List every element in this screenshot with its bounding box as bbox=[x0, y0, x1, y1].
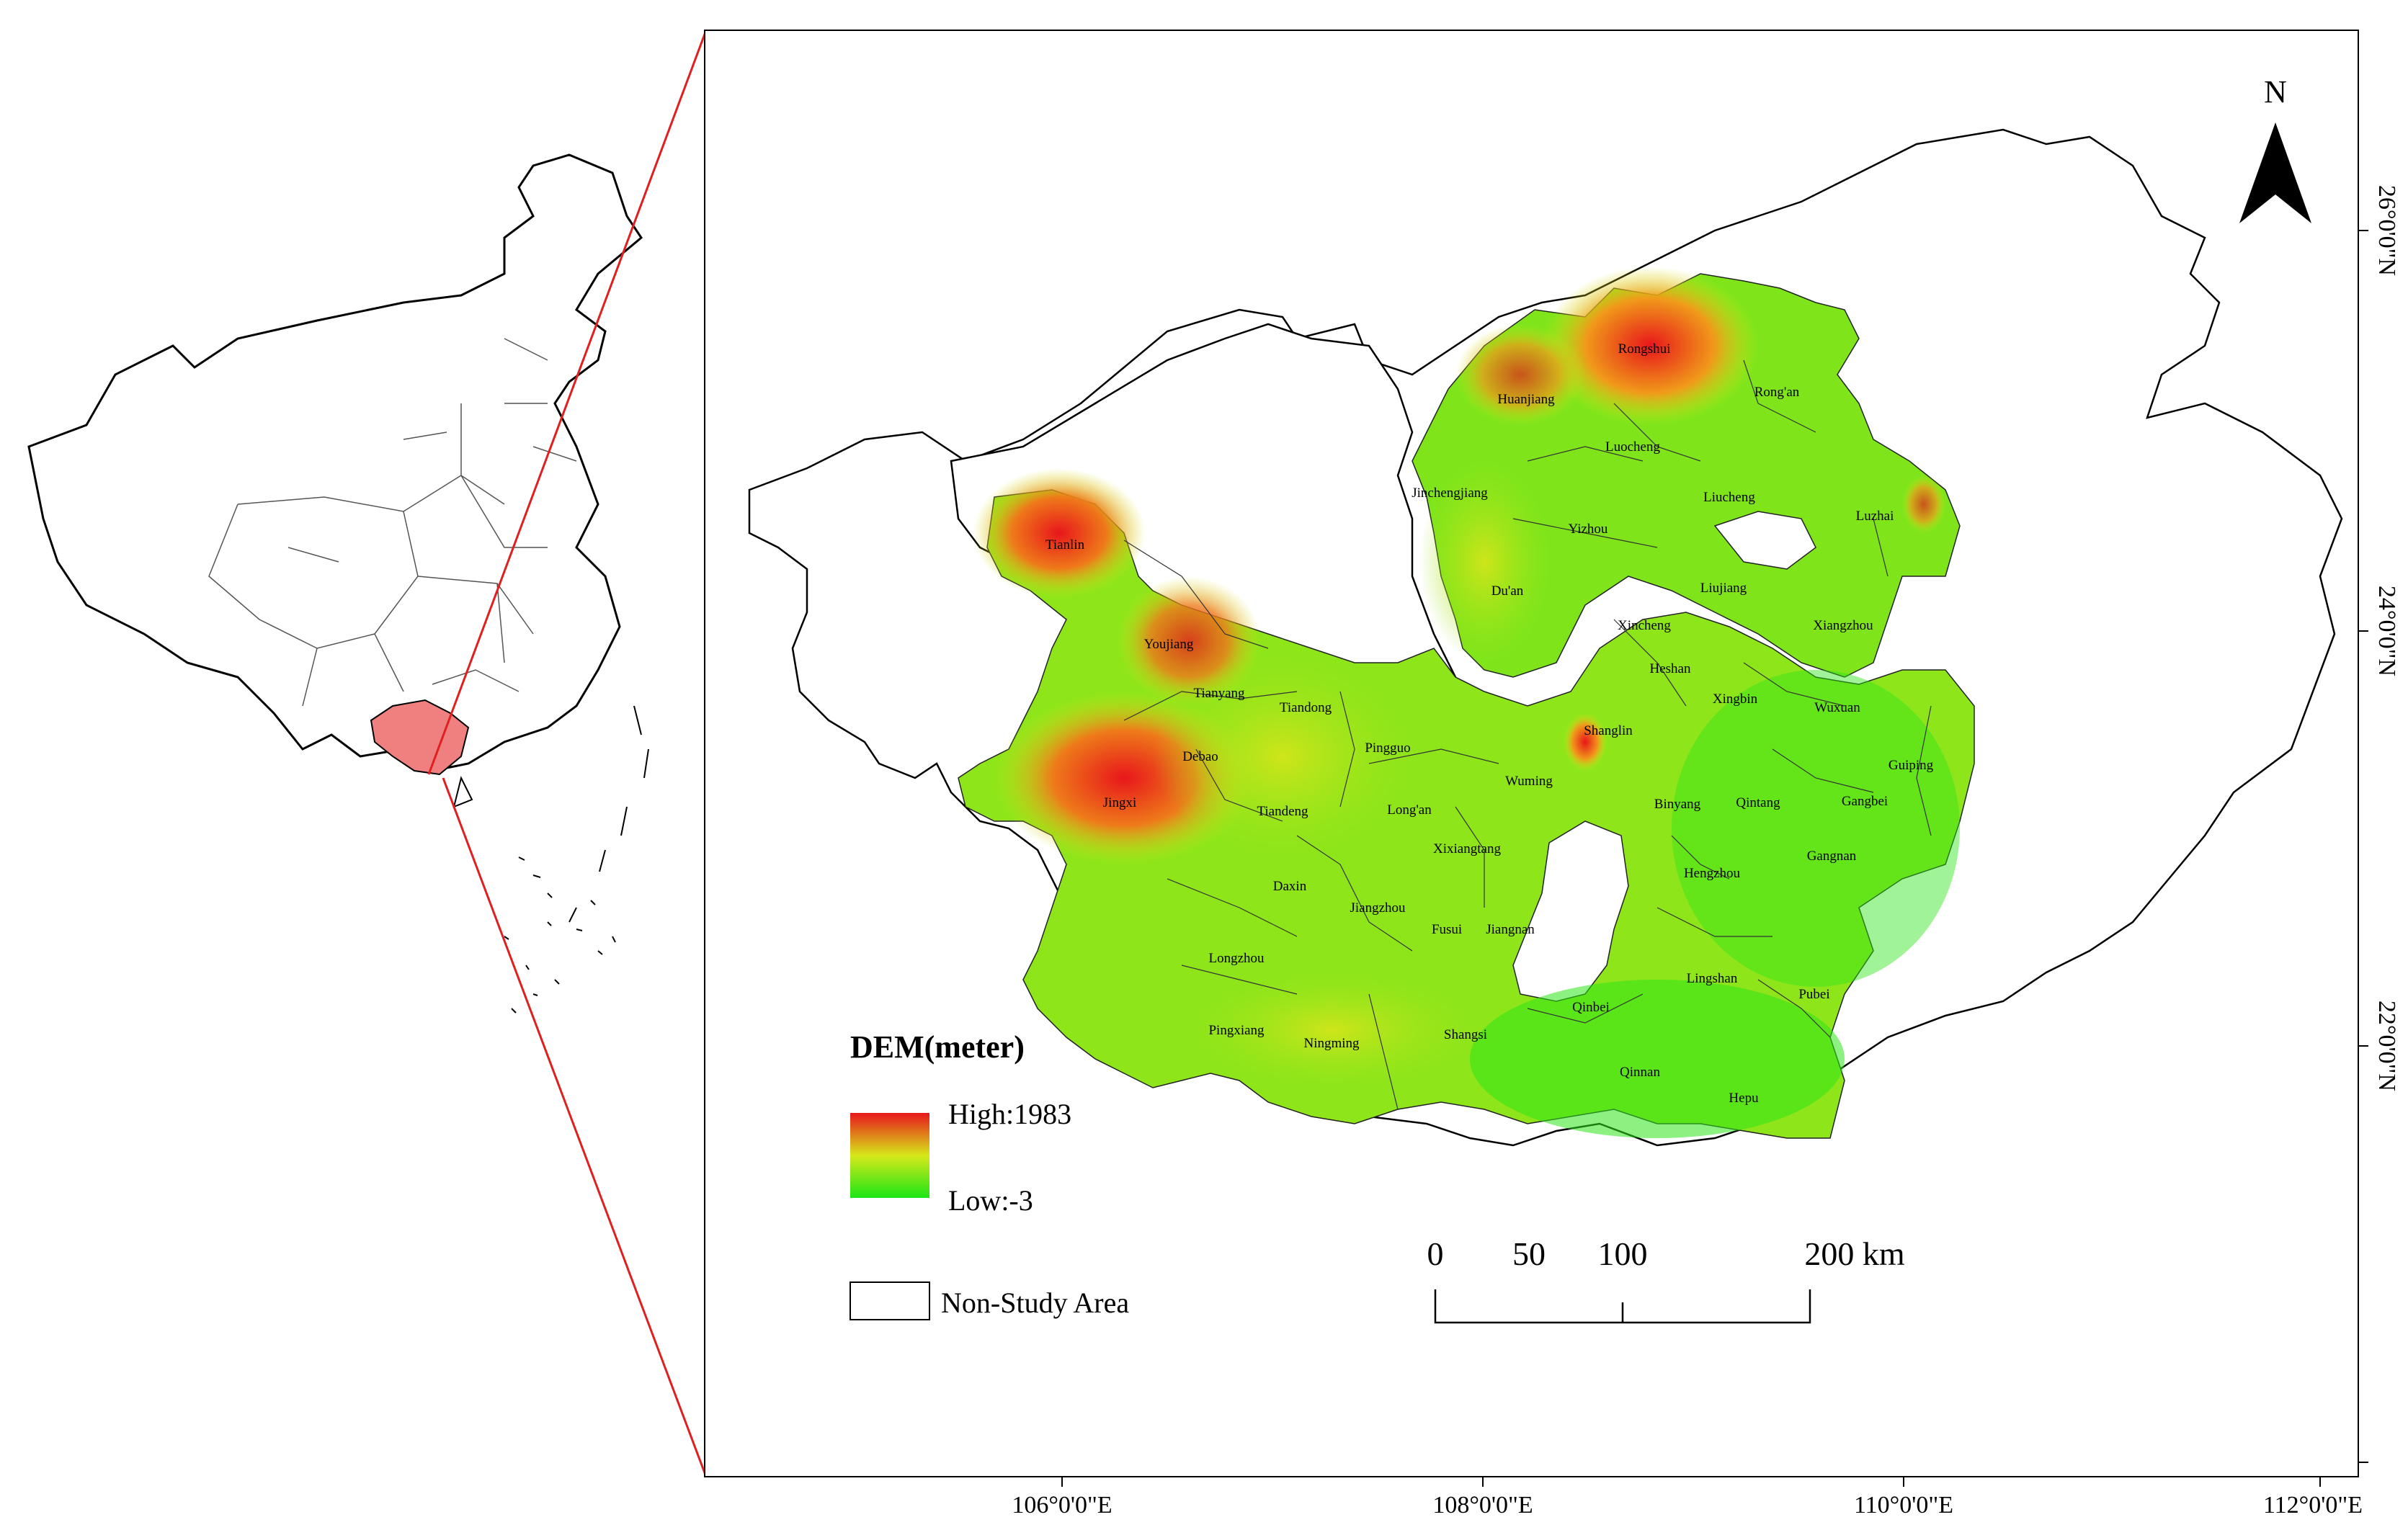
county-label: Gangbei bbox=[1842, 794, 1888, 809]
county-label: Tiandong bbox=[1280, 700, 1332, 715]
dem-high-tianlin bbox=[973, 468, 1146, 598]
lon-tick-108: 108°0'0"E bbox=[1432, 1492, 1533, 1518]
county-label: Jiangnan bbox=[1486, 922, 1535, 937]
legend: DEM(meter) High:1983 Low:-3 Non-Study Ar… bbox=[850, 1029, 1129, 1320]
county-label: Binyang bbox=[1654, 797, 1701, 812]
county-label: Xingbin bbox=[1713, 692, 1758, 707]
scale-bar-line bbox=[1434, 1289, 1811, 1324]
county-label: Yizhou bbox=[1569, 522, 1608, 537]
county-label: Huanjiang bbox=[1497, 392, 1555, 407]
scale-label-100: 100 bbox=[1598, 1235, 1648, 1272]
dem-high-rongshui bbox=[1542, 267, 1758, 425]
dem-high-shanglin bbox=[1564, 713, 1607, 771]
county-label: Xincheng bbox=[1618, 618, 1671, 633]
scale-label-200: 200 km bbox=[1804, 1235, 1905, 1272]
county-label: Rong'an bbox=[1754, 385, 1800, 400]
county-label: Qintang bbox=[1736, 795, 1780, 810]
dem-low-east bbox=[1672, 670, 1960, 987]
county-label: Longzhou bbox=[1208, 951, 1265, 966]
lat-tick-26: 26°0'0"N bbox=[2373, 185, 2400, 276]
north-arrow: N bbox=[2239, 74, 2311, 223]
north-arrow-icon bbox=[2239, 122, 2311, 223]
county-label: Long'an bbox=[1387, 802, 1432, 818]
dem-mid-west bbox=[1153, 656, 1412, 857]
county-label: Qinbei bbox=[1572, 1000, 1610, 1015]
county-label: Daxin bbox=[1273, 879, 1307, 894]
callout-line-top bbox=[427, 30, 708, 775]
graticule-ticks: 106°0'0"E 108°0'0"E 110°0'0"E 112°0'0"E … bbox=[1012, 185, 2400, 1518]
county-label: Hengzhou bbox=[1684, 866, 1741, 881]
county-label: Shanglin bbox=[1584, 723, 1633, 738]
study-area-dem bbox=[958, 267, 1975, 1139]
inset-china-map bbox=[27, 153, 649, 1014]
legend-low-label: Low:-3 bbox=[948, 1184, 1033, 1217]
county-label: Youjiang bbox=[1144, 637, 1194, 652]
scale-bar: 0 50 100 200 km bbox=[1427, 1235, 1905, 1324]
dem-high-luzhai bbox=[1902, 475, 1945, 533]
county-label: Jiangzhou bbox=[1350, 900, 1406, 916]
county-label: Xiangzhou bbox=[1813, 618, 1873, 633]
county-label: Wuxuan bbox=[1814, 700, 1860, 715]
county-boundaries bbox=[1123, 359, 1932, 1110]
dem-high-huanjiang bbox=[1455, 324, 1585, 425]
inset-guangxi-highlight bbox=[370, 699, 470, 776]
county-label: Tiandeng bbox=[1257, 804, 1308, 819]
dem-mid-ningming bbox=[1189, 972, 1477, 1088]
county-label: Ningming bbox=[1303, 1036, 1360, 1051]
county-label: Heshan bbox=[1650, 661, 1691, 676]
county-label: Du'an bbox=[1491, 583, 1524, 599]
legend-title: DEM(meter) bbox=[850, 1029, 1025, 1065]
county-label: Shangsi bbox=[1444, 1027, 1487, 1042]
county-label: Liujiang bbox=[1700, 581, 1747, 596]
lon-tick-112: 112°0'0"E bbox=[2263, 1492, 2363, 1518]
county-label: Tianlin bbox=[1045, 537, 1085, 552]
county-label: Jinchengjiang bbox=[1412, 486, 1488, 501]
legend-non-study-swatch bbox=[850, 1281, 930, 1320]
county-label: Luocheng bbox=[1605, 439, 1660, 455]
scale-label-0: 0 bbox=[1427, 1235, 1444, 1272]
county-label: Wuming bbox=[1505, 774, 1553, 789]
county-label: Luzhai bbox=[1856, 509, 1894, 524]
scale-label-50: 50 bbox=[1512, 1235, 1546, 1272]
county-labels: Rongshui Rong'an Huanjiang Luocheng Jinc… bbox=[1045, 341, 1934, 1106]
non-study-liujiang-hole bbox=[1713, 511, 1816, 570]
dem-low-south bbox=[1470, 980, 1845, 1138]
county-label: Tianyang bbox=[1193, 686, 1245, 701]
county-label: Rongshui bbox=[1618, 341, 1671, 357]
lon-tick-106: 106°0'0"E bbox=[1012, 1492, 1112, 1518]
china-outline bbox=[27, 153, 643, 772]
county-label: Debao bbox=[1182, 749, 1218, 764]
county-label: Jingxi bbox=[1103, 795, 1136, 810]
county-label: Fusui bbox=[1432, 922, 1462, 937]
county-label: Qinnan bbox=[1620, 1065, 1660, 1080]
lat-tick-24: 24°0'0"N bbox=[2373, 586, 2400, 676]
county-label: Guiping bbox=[1889, 758, 1934, 773]
county-label: Lingshan bbox=[1687, 971, 1738, 986]
county-label: Pingxiang bbox=[1208, 1023, 1265, 1038]
north-arrow-label: N bbox=[2264, 74, 2287, 109]
county-label: Pubei bbox=[1798, 987, 1829, 1002]
dem-mid-duan bbox=[1419, 461, 1549, 663]
callout-line-bottom bbox=[442, 777, 708, 1477]
lat-tick-22: 22°0'0"N bbox=[2373, 1001, 2400, 1091]
legend-color-ramp bbox=[850, 1113, 929, 1198]
legend-non-study-label: Non-Study Area bbox=[941, 1287, 1129, 1319]
islands bbox=[452, 705, 649, 1014]
legend-high-label: High:1983 bbox=[948, 1098, 1071, 1130]
county-label: Gangnan bbox=[1807, 849, 1857, 864]
county-label: Xixiangtang bbox=[1433, 841, 1501, 856]
province-boundaries bbox=[208, 338, 577, 707]
county-label: Pingguo bbox=[1365, 741, 1410, 756]
lon-tick-110: 110°0'0"E bbox=[1854, 1492, 1953, 1518]
county-label: Hepu bbox=[1729, 1091, 1759, 1106]
county-label: Liucheng bbox=[1703, 490, 1755, 505]
